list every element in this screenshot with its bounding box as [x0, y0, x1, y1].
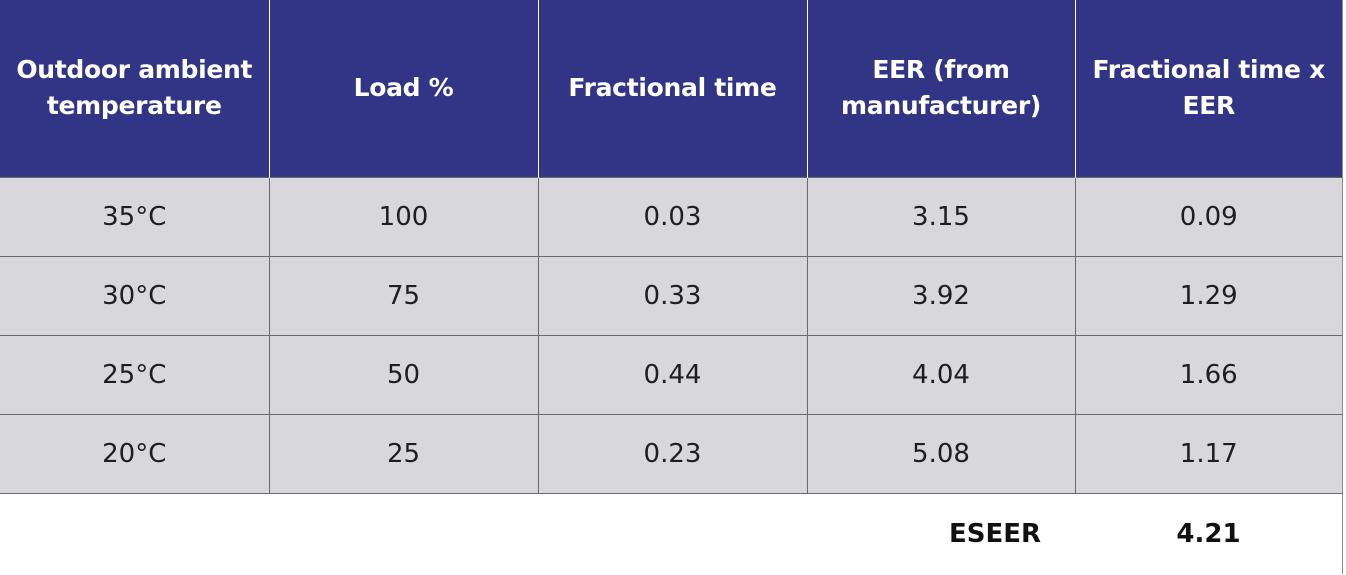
- cell-temperature: 25°C: [0, 334, 270, 415]
- cell-temperature: 35°C: [0, 176, 270, 257]
- cell-load: 100: [268, 176, 539, 257]
- header-fractional-time-x-eer: Fractional time x EER: [1074, 0, 1342, 177]
- eseer-value: 4.21: [1075, 493, 1342, 574]
- table-row: 35°C 100 0.03 3.15 0.09: [0, 176, 1342, 257]
- header-outdoor-ambient-temperature: Outdoor ambient temperature: [0, 0, 270, 177]
- header-load-percent: Load %: [268, 0, 539, 177]
- summary-empty-cell: [538, 493, 807, 574]
- table-header: Outdoor ambient temperature Load % Fract…: [0, 0, 1342, 177]
- eseer-label: ESEER: [807, 493, 1075, 574]
- summary-empty-cell: [0, 493, 269, 574]
- cell-fractional-time-x-eer: 1.17: [1074, 413, 1342, 494]
- cell-load: 25: [268, 413, 539, 494]
- table-body: 35°C 100 0.03 3.15 0.09 30°C 75 0.33 3.9…: [0, 176, 1342, 574]
- cell-temperature: 30°C: [0, 255, 270, 336]
- cell-fractional-time: 0.44: [537, 334, 808, 415]
- cell-load: 75: [268, 255, 539, 336]
- table-row: 30°C 75 0.33 3.92 1.29: [0, 255, 1342, 336]
- table-row: 20°C 25 0.23 5.08 1.17: [0, 413, 1342, 494]
- summary-row: ESEER 4.21: [0, 493, 1342, 574]
- header-eer: EER (from manufacturer): [806, 0, 1076, 177]
- table-row: 25°C 50 0.44 4.04 1.66: [0, 334, 1342, 415]
- cell-fractional-time-x-eer: 0.09: [1074, 176, 1342, 257]
- header-fractional-time: Fractional time: [537, 0, 808, 177]
- cell-temperature: 20°C: [0, 413, 270, 494]
- cell-eer: 4.04: [806, 334, 1076, 415]
- summary-empty-cell: [269, 493, 538, 574]
- cell-fractional-time: 0.23: [537, 413, 808, 494]
- cell-fractional-time: 0.33: [537, 255, 808, 336]
- cell-eer: 5.08: [806, 413, 1076, 494]
- cell-eer: 3.15: [806, 176, 1076, 257]
- cell-fractional-time: 0.03: [537, 176, 808, 257]
- cell-fractional-time-x-eer: 1.66: [1074, 334, 1342, 415]
- cell-load: 50: [268, 334, 539, 415]
- header-row: Outdoor ambient temperature Load % Fract…: [0, 0, 1342, 177]
- cell-eer: 3.92: [806, 255, 1076, 336]
- cell-fractional-time-x-eer: 1.29: [1074, 255, 1342, 336]
